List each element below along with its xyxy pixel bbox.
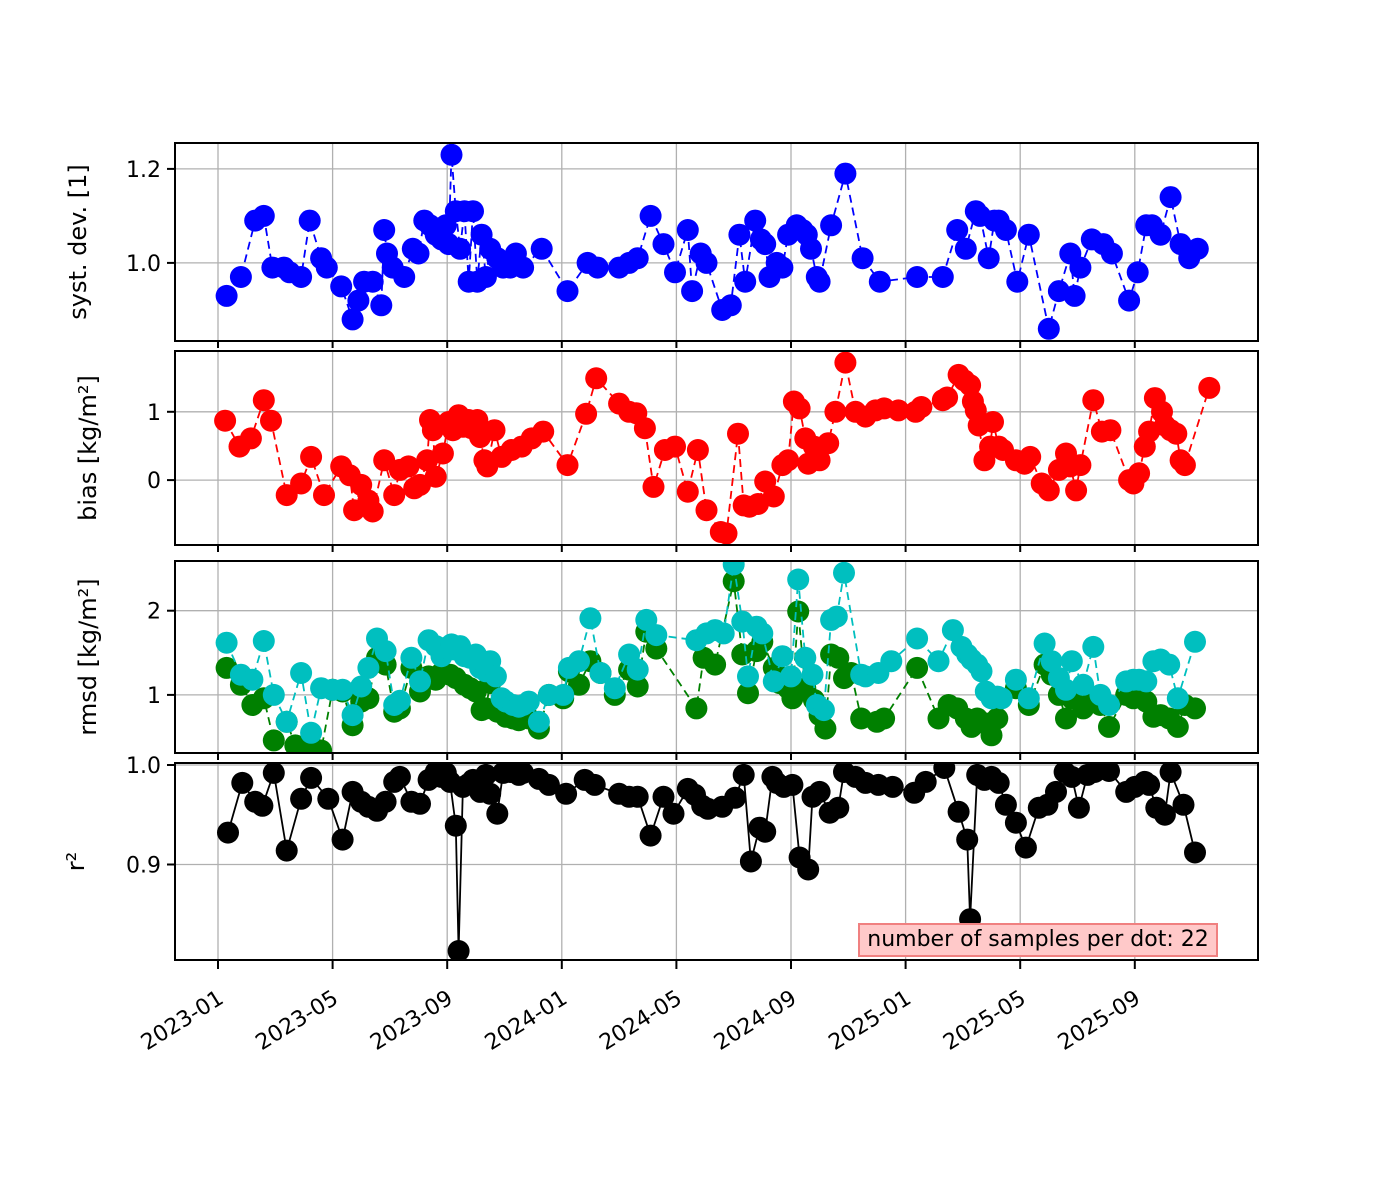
x-tick-label: 2023-05 — [252, 986, 343, 1056]
samples-annotation: number of samples per dot: 22 — [858, 923, 1218, 957]
series-points-bias-red — [214, 351, 1221, 545]
panel-border — [174, 350, 1259, 546]
panel-border — [174, 560, 1259, 754]
x-tick-labels: 2023-01 2023-05 2023-09 2024-01 2024-05 2024-… — [137, 986, 1145, 1056]
x-tick-label: 2023-09 — [366, 986, 457, 1056]
y-tick-label-syst-dev: 1.2 — [126, 158, 161, 183]
x-tick-label: 2023-01 — [137, 986, 228, 1056]
panel-r2: 0.9 1.0 r² — [62, 754, 1259, 969]
panel-border — [174, 142, 1259, 342]
y-tick-label-bias: 0 — [147, 469, 161, 494]
panel-rmsd: 1 2 rmsd [kg/m²] — [74, 560, 1259, 760]
y-axis-label-rmsd: rmsd [kg/m²] — [74, 578, 102, 735]
panel-syst-dev: 1.0 1.2 syst. dev. [1] — [64, 142, 1259, 348]
series-points-r2-black — [217, 763, 1206, 960]
y-tick-label-syst-dev: 1.0 — [126, 252, 161, 277]
x-tick-label: 2025-05 — [939, 986, 1030, 1056]
x-tick-label: 2025-01 — [825, 986, 916, 1056]
y-tick-label-rmsd: 2 — [147, 600, 161, 625]
tick-marks — [167, 764, 1136, 969]
y-axis-label-bias: bias [kg/m²] — [74, 375, 102, 521]
y-axis-label-syst-dev: syst. dev. [1] — [64, 164, 92, 319]
y-tick-label-bias: 1 — [147, 401, 161, 426]
tick-marks — [167, 410, 1136, 552]
series-points-rmsd-cyan — [215, 561, 1206, 744]
tick-marks — [167, 167, 1136, 348]
panel-bias: 0 1 bias [kg/m²] — [74, 350, 1259, 552]
panel-border — [174, 762, 1259, 961]
grid-lines — [175, 351, 1258, 545]
y-tick-label-r2: 0.9 — [126, 854, 161, 879]
series-points-syst-dev-blue — [215, 143, 1209, 340]
y-tick-label-rmsd: 1 — [147, 684, 161, 709]
x-tick-label: 2024-01 — [481, 986, 572, 1056]
x-tick-label: 2024-09 — [710, 986, 801, 1056]
y-axis-label-r2: r² — [62, 852, 90, 872]
x-tick-label: 2024-05 — [595, 986, 686, 1056]
x-tick-label: 2025-09 — [1054, 986, 1145, 1056]
tick-marks — [167, 609, 1136, 760]
y-tick-label-r2: 1.0 — [126, 754, 161, 779]
